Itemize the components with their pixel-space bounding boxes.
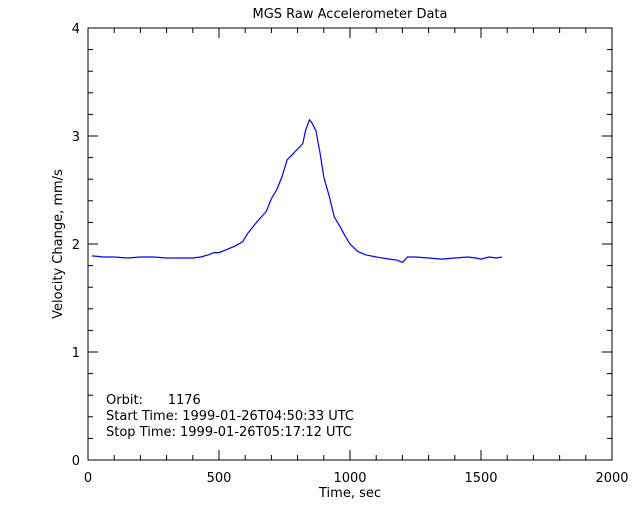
annotation-text: Orbit: 1176 (106, 393, 201, 408)
x-tick-label: 1500 (464, 471, 497, 486)
y-axis-label: Velocity Change, mm/s (51, 169, 66, 319)
annotation-text: Stop Time: 1999-01-26T05:17:12 UTC (106, 425, 352, 440)
y-tick-label: 1 (72, 346, 80, 361)
chart-title: MGS Raw Accelerometer Data (252, 7, 447, 22)
y-tick-label: 2 (72, 238, 80, 253)
annotation-text: Start Time: 1999-01-26T04:50:33 UTC (106, 409, 354, 424)
x-tick-label: 1000 (333, 471, 366, 486)
y-tick-label: 3 (72, 130, 80, 145)
y-tick-label: 0 (72, 454, 80, 469)
x-tick-label: 2000 (595, 471, 628, 486)
series-line-velocity (91, 118, 503, 264)
x-axis-label: Time, sec (318, 486, 381, 501)
y-tick-label: 4 (72, 22, 80, 37)
x-tick-label: 0 (84, 471, 92, 486)
x-tick-label: 500 (207, 471, 232, 486)
